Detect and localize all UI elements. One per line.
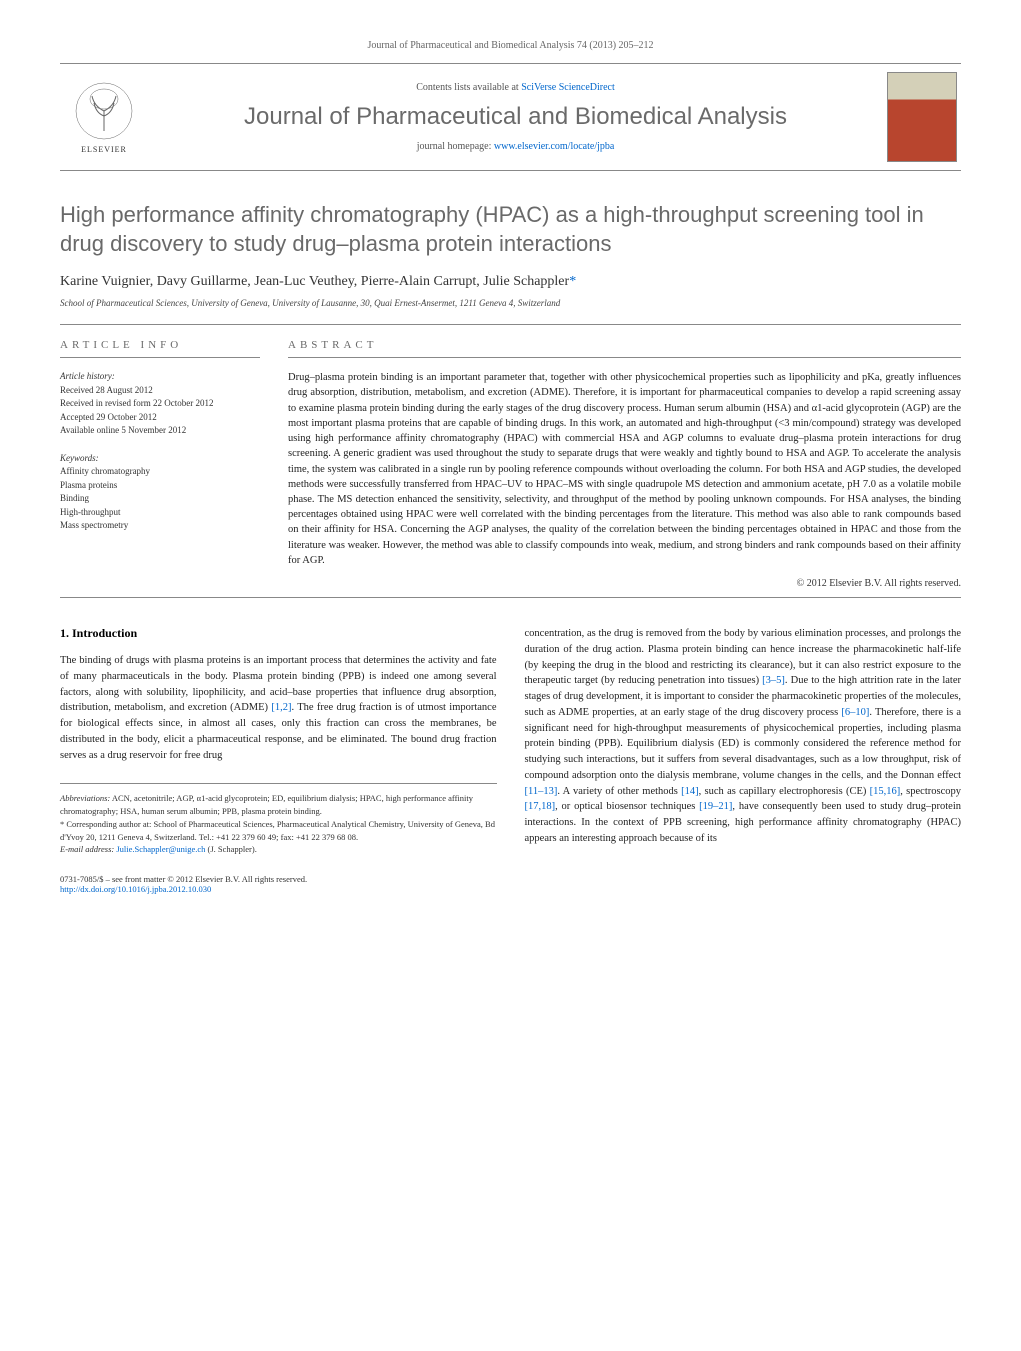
- authors-text: Karine Vuignier, Davy Guillarme, Jean-Lu…: [60, 274, 569, 289]
- header-citation: Journal of Pharmaceutical and Biomedical…: [60, 40, 961, 51]
- keyword: High-throughput: [60, 506, 260, 520]
- text-span: , or optical biosensor techniques: [555, 801, 699, 812]
- citation-ref[interactable]: [14]: [681, 786, 699, 797]
- journal-banner: ELSEVIER Contents lists available at Sci…: [60, 63, 961, 171]
- received-date: Received 28 August 2012: [60, 384, 260, 398]
- text-span: , such as capillary electrophoresis (CE): [699, 786, 870, 797]
- citation-ref[interactable]: [15,16]: [870, 786, 901, 797]
- right-column: concentration, as the drug is removed fr…: [525, 626, 962, 894]
- abstract-heading: ABSTRACT: [288, 333, 961, 358]
- section-divider: [60, 597, 961, 598]
- article-info-sidebar: ARTICLE INFO Article history: Received 2…: [60, 333, 260, 589]
- homepage-prefix: journal homepage:: [417, 141, 494, 152]
- elsevier-logo: ELSEVIER: [64, 72, 144, 162]
- scidirect-link[interactable]: SciVerse ScienceDirect: [521, 82, 615, 93]
- citation-ref[interactable]: [3–5]: [762, 675, 785, 686]
- intro-para-2: concentration, as the drug is removed fr…: [525, 626, 962, 847]
- abstract-text: Drug–plasma protein binding is an import…: [288, 370, 961, 568]
- text-span: , spectroscopy: [900, 786, 961, 797]
- citation-ref[interactable]: [19–21]: [699, 801, 732, 812]
- abstract-column: ABSTRACT Drug–plasma protein binding is …: [288, 333, 961, 589]
- contents-line: Contents lists available at SciVerse Sci…: [144, 82, 887, 93]
- intro-para-1: The binding of drugs with plasma protein…: [60, 653, 497, 763]
- journal-cover-thumbnail: [887, 72, 957, 162]
- journal-homepage: journal homepage: www.elsevier.com/locat…: [144, 141, 887, 152]
- intro-heading: 1. Introduction: [60, 626, 497, 641]
- email-suffix: (J. Schappler).: [208, 844, 257, 854]
- publisher-name: ELSEVIER: [81, 145, 127, 154]
- article-history: Article history: Received 28 August 2012…: [60, 370, 260, 438]
- citation-ref[interactable]: [1,2]: [271, 702, 291, 713]
- issn-line: 0731-7085/$ – see front matter © 2012 El…: [60, 874, 497, 884]
- author-list: Karine Vuignier, Davy Guillarme, Jean-Lu…: [60, 274, 961, 290]
- bottom-matter: 0731-7085/$ – see front matter © 2012 El…: [60, 874, 497, 894]
- online-date: Available online 5 November 2012: [60, 424, 260, 438]
- abbrev-text: ACN, acetonitrile; AGP, α1-acid glycopro…: [60, 793, 473, 816]
- citation-ref[interactable]: [11–13]: [525, 786, 558, 797]
- footnotes: Abbreviations: ACN, acetonitrile; AGP, α…: [60, 783, 497, 856]
- homepage-link[interactable]: www.elsevier.com/locate/jpba: [494, 141, 614, 152]
- keywords-label: Keywords:: [60, 452, 260, 466]
- history-label: Article history:: [60, 370, 260, 384]
- keyword: Binding: [60, 492, 260, 506]
- elsevier-tree-icon: [74, 81, 134, 141]
- email-label: E-mail address:: [60, 844, 114, 854]
- accepted-date: Accepted 29 October 2012: [60, 411, 260, 425]
- corresponding-marker: *: [569, 274, 576, 289]
- contents-prefix: Contents lists available at: [416, 82, 521, 93]
- body-columns: 1. Introduction The binding of drugs wit…: [60, 626, 961, 894]
- journal-name: Journal of Pharmaceutical and Biomedical…: [144, 103, 887, 131]
- citation-ref[interactable]: [17,18]: [525, 801, 556, 812]
- corr-author-label: * Corresponding author at:: [60, 819, 151, 829]
- keyword: Mass spectrometry: [60, 519, 260, 533]
- keywords-block: Keywords: Affinity chromatography Plasma…: [60, 452, 260, 533]
- article-info-heading: ARTICLE INFO: [60, 333, 260, 358]
- revised-date: Received in revised form 22 October 2012: [60, 397, 260, 411]
- doi-link[interactable]: http://dx.doi.org/10.1016/j.jpba.2012.10…: [60, 884, 497, 894]
- abstract-copyright: © 2012 Elsevier B.V. All rights reserved…: [288, 578, 961, 589]
- text-span: . A variety of other methods: [557, 786, 681, 797]
- abbrev-label: Abbreviations:: [60, 793, 110, 803]
- article-title: High performance affinity chromatography…: [60, 201, 961, 258]
- keyword: Affinity chromatography: [60, 465, 260, 479]
- section-divider: [60, 324, 961, 325]
- left-column: 1. Introduction The binding of drugs wit…: [60, 626, 497, 894]
- citation-ref[interactable]: [6–10]: [841, 707, 869, 718]
- email-link[interactable]: Julie.Schappler@unige.ch: [114, 844, 207, 854]
- keyword: Plasma proteins: [60, 479, 260, 493]
- affiliation: School of Pharmaceutical Sciences, Unive…: [60, 298, 961, 308]
